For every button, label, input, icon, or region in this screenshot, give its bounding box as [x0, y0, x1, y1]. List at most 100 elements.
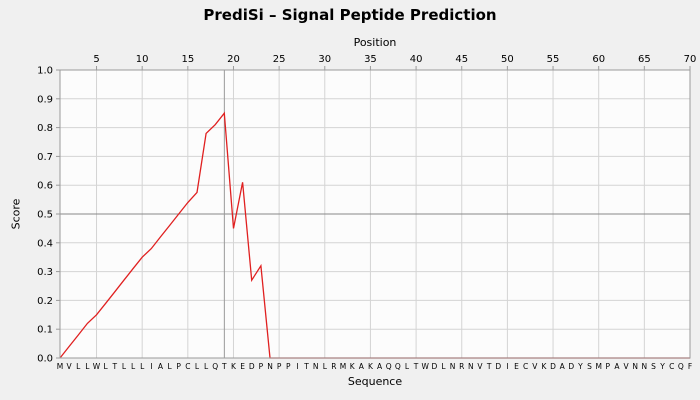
sequence-letter: A	[158, 362, 164, 371]
sequence-letter: D	[550, 362, 556, 371]
sequence-letter: L	[323, 362, 328, 371]
sequence-letter: T	[221, 362, 227, 371]
sequence-letter: T	[111, 362, 117, 371]
position-tick-label: 40	[410, 54, 423, 65]
sequence-letter: Q	[212, 362, 218, 371]
score-tick-label: 0.7	[37, 152, 53, 163]
sequence-letter: I	[150, 362, 152, 371]
sequence-letter: L	[167, 362, 172, 371]
sequence-letter: V	[624, 362, 630, 371]
score-tick-label: 0.9	[37, 94, 53, 105]
sequence-letter: V	[67, 362, 73, 371]
sequence-letter: M	[340, 362, 346, 371]
sequence-letter: S	[587, 362, 592, 371]
sequence-letter: A	[377, 362, 383, 371]
position-tick-label: 35	[364, 54, 377, 65]
sequence-letter: K	[350, 362, 356, 371]
position-tick-label: 70	[684, 54, 697, 65]
sequence-letter: R	[331, 362, 336, 371]
sequence-letter: L	[441, 362, 446, 371]
position-axis-label: Position	[353, 36, 397, 49]
position-tick-label: 50	[501, 54, 514, 65]
score-tick-label: 0.8	[37, 123, 53, 134]
sequence-letter: Q	[395, 362, 401, 371]
page-title: PrediSi – Signal Peptide Prediction	[203, 6, 497, 24]
score-tick-label: 0.0	[37, 354, 53, 365]
sequence-letter: E	[514, 362, 519, 371]
score-tick-label: 0.5	[37, 210, 53, 221]
sequence-letter: W	[422, 362, 430, 371]
sequence-axis-label: Sequence	[347, 375, 403, 388]
sequence-letter: N	[313, 362, 319, 371]
sequence-letter: E	[240, 362, 245, 371]
sequence-letter: P	[259, 362, 264, 371]
sequence-letter: N	[468, 362, 474, 371]
score-tick-label: 0.6	[37, 181, 53, 192]
sequence-letter: T	[486, 362, 492, 371]
sequence-letter: V	[532, 362, 538, 371]
sequence-letter: D	[568, 362, 574, 371]
sequence-letter: L	[85, 362, 90, 371]
position-tick-label: 10	[136, 54, 149, 65]
sequence-letter: C	[523, 362, 528, 371]
sequence-letter: Y	[577, 362, 583, 371]
sequence-letter: P	[277, 362, 282, 371]
sequence-letter: A	[359, 362, 365, 371]
position-tick-label: 45	[455, 54, 468, 65]
sequence-letter: P	[606, 362, 611, 371]
sequence-letter: M	[57, 362, 63, 371]
sequence-letter: S	[651, 362, 656, 371]
sequence-letter: Q	[678, 362, 684, 371]
sequence-letter: L	[405, 362, 410, 371]
score-tick-label: 0.4	[37, 238, 53, 249]
sequence-letter: L	[104, 362, 109, 371]
sequence-letter: C	[185, 362, 190, 371]
sequence-letter: M	[595, 362, 601, 371]
sequence-letter: Y	[659, 362, 665, 371]
sequence-letter: W	[93, 362, 101, 371]
sequence-letter: K	[231, 362, 237, 371]
sequence-letter: I	[506, 362, 508, 371]
sequence-letter: K	[541, 362, 547, 371]
sequence-letter: L	[195, 362, 200, 371]
sequence-letter: L	[204, 362, 209, 371]
position-tick-label: 15	[181, 54, 194, 65]
sequence-letter: P	[176, 362, 181, 371]
sequence-letter: K	[368, 362, 374, 371]
sequence-letter: N	[632, 362, 638, 371]
position-tick-label: 60	[592, 54, 605, 65]
sequence-letter: N	[267, 362, 273, 371]
sequence-letter: L	[122, 362, 127, 371]
position-tick-label: 20	[227, 54, 240, 65]
sequence-letter: Q	[386, 362, 392, 371]
sequence-letter: R	[459, 362, 464, 371]
position-tick-label: 5	[93, 54, 99, 65]
sequence-letter: T	[303, 362, 309, 371]
sequence-letter: L	[131, 362, 136, 371]
sequence-letter: L	[140, 362, 145, 371]
sequence-letter: N	[642, 362, 648, 371]
position-tick-label: 30	[318, 54, 331, 65]
score-tick-label: 1.0	[37, 66, 53, 77]
sequence-letter: I	[296, 362, 298, 371]
score-tick-label: 0.1	[37, 325, 53, 336]
sequence-letter: D	[431, 362, 437, 371]
position-tick-label: 65	[638, 54, 651, 65]
sequence-letter: V	[477, 362, 483, 371]
sequence-letter: D	[495, 362, 501, 371]
sequence-letter: D	[249, 362, 255, 371]
sequence-letter: F	[688, 362, 692, 371]
score-tick-label: 0.3	[37, 267, 53, 278]
sequence-letter: A	[560, 362, 566, 371]
sequence-letter: L	[76, 362, 81, 371]
sequence-letter: A	[614, 362, 620, 371]
sequence-letter: T	[413, 362, 419, 371]
sequence-letter: C	[669, 362, 674, 371]
sequence-letter: P	[286, 362, 291, 371]
position-tick-label: 25	[273, 54, 286, 65]
position-tick-label: 55	[547, 54, 560, 65]
plot-border	[59, 69, 691, 359]
sequence-letter: N	[450, 362, 456, 371]
